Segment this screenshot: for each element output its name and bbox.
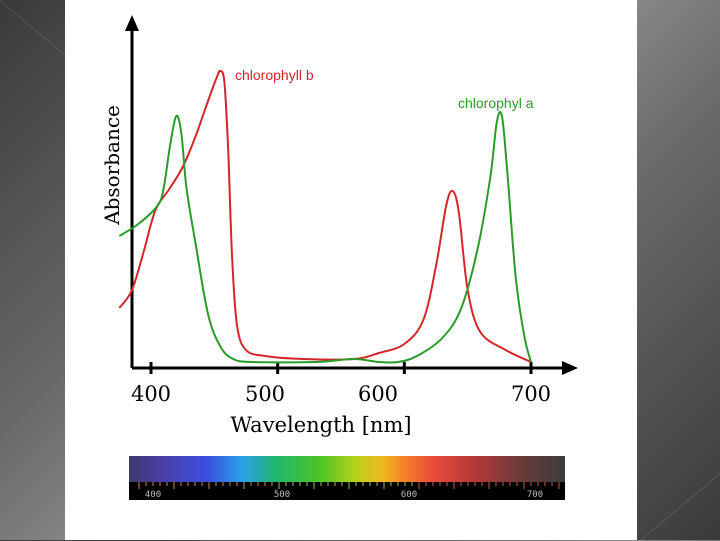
spectrum-color-band: [129, 456, 565, 482]
spectrum-scale: 400 500 600 700: [138, 482, 560, 500]
x-axis-arrow: [562, 361, 578, 375]
y-axis-label: Absorbance: [100, 105, 124, 226]
chart-axes: [125, 15, 578, 375]
x-tick-label: 700: [511, 382, 551, 406]
series-line-chlorophyll-b: [118, 69, 532, 363]
series-line-chlorophyl-a: [118, 110, 532, 364]
x-tick-label: 600: [358, 382, 398, 406]
spectrum-scale-label: 500: [274, 490, 290, 500]
series-annotation: chlorophyll b: [235, 67, 314, 83]
spectrum-scale-label: 700: [527, 490, 543, 500]
x-tick-label: 500: [245, 382, 285, 406]
chart-series-layer: [118, 69, 532, 364]
chart-label-layer: 400 500 600 700 Wavelength [nm] Absorbance chl…: [100, 67, 551, 437]
spectrum-scale-label: 600: [401, 490, 417, 500]
slide-panel: 400 500 600 700 Wavelength [nm] Absorbance chl…: [65, 0, 637, 540]
y-axis-arrow: [125, 15, 139, 31]
decorative-line: [640, 469, 720, 541]
x-axis-label: Wavelength [nm]: [230, 413, 411, 437]
series-annotation: chlorophyl a: [458, 95, 534, 111]
spectrum-scale-label: 400: [145, 490, 161, 500]
visible-spectrum-bar: 400 500 600 700: [129, 456, 565, 500]
absorbance-chart: 400 500 600 700 Wavelength [nm] Absorbance chl…: [100, 15, 578, 437]
x-tick-label: 400: [131, 382, 171, 406]
